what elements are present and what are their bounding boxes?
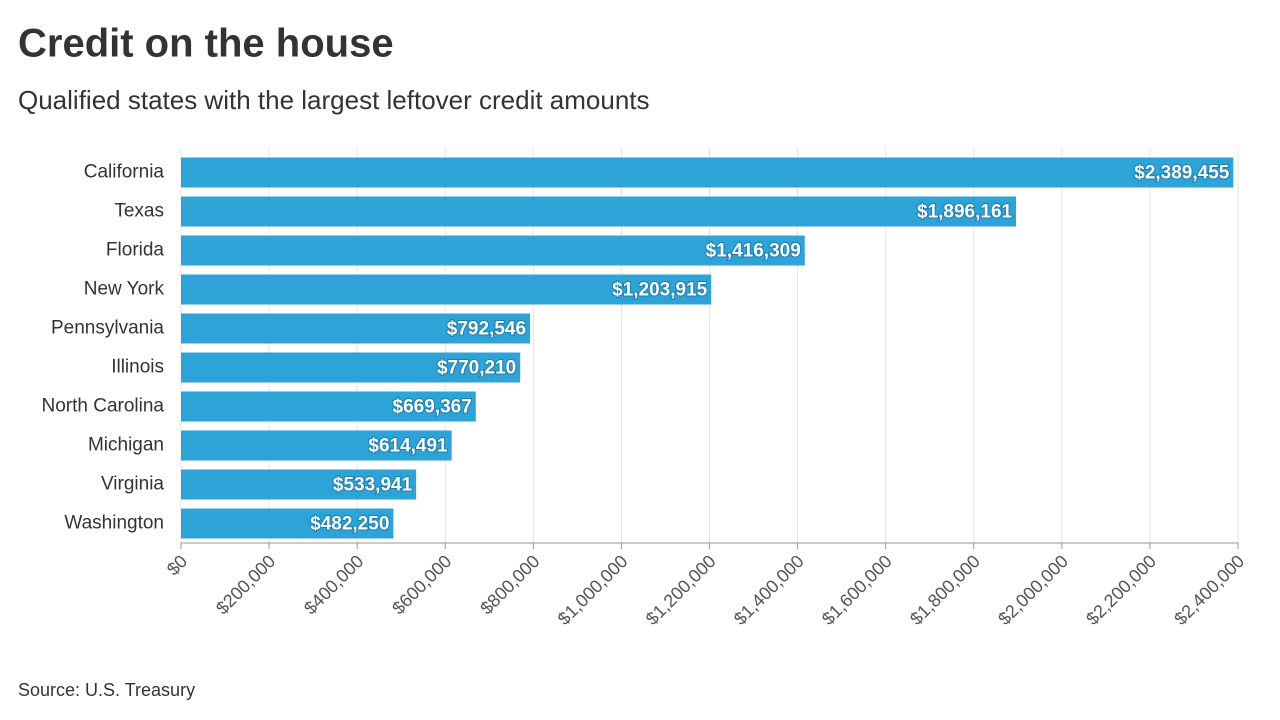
value-label: $1,896,161 — [917, 202, 1013, 223]
value-label: $1,203,915 — [612, 280, 708, 301]
bar — [181, 157, 1234, 188]
y-tick-label: California — [84, 162, 165, 183]
x-tick-label: $1,600,000 — [818, 551, 896, 629]
value-label: $2,389,455 — [1134, 163, 1230, 184]
chart-subtitle: Qualified states with the largest leftov… — [18, 85, 650, 115]
bar — [181, 274, 712, 305]
x-tick-label: $600,000 — [388, 551, 455, 618]
value-label: $669,367 — [393, 397, 472, 418]
bar — [181, 469, 417, 500]
y-tick-label: Virginia — [101, 474, 164, 495]
x-tick-label: $1,200,000 — [642, 551, 720, 629]
x-tick-label: $200,000 — [212, 551, 279, 618]
x-tick-label: $1,800,000 — [906, 551, 984, 629]
x-tick-label: $2,400,000 — [1170, 551, 1248, 629]
value-label: $533,941 — [333, 475, 413, 496]
bar — [181, 313, 531, 344]
bar — [181, 508, 394, 539]
value-label: $770,210 — [437, 358, 516, 379]
y-tick-label: North Carolina — [42, 396, 165, 417]
bar — [181, 235, 805, 266]
bar — [181, 430, 452, 461]
value-label: $792,546 — [447, 319, 526, 340]
chart-title: Credit on the house — [18, 22, 394, 66]
y-tick-label: Michigan — [88, 435, 164, 456]
x-tick-label: $2,200,000 — [1082, 551, 1160, 629]
x-tick-label: $0 — [163, 551, 191, 579]
x-tick-label: $1,400,000 — [730, 551, 808, 629]
value-label: $614,491 — [368, 436, 448, 457]
y-tick-label: Illinois — [111, 357, 164, 378]
x-tick-label: $400,000 — [300, 551, 367, 618]
bar — [181, 391, 476, 422]
y-tick-label: Pennsylvania — [51, 318, 164, 339]
y-tick-label: Florida — [106, 240, 165, 261]
value-label: $1,416,309 — [706, 241, 801, 262]
x-tick-label: $1,000,000 — [554, 551, 632, 629]
x-tick-label: $800,000 — [476, 551, 543, 618]
y-tick-label: Texas — [114, 201, 164, 222]
x-tick-label: $2,000,000 — [994, 551, 1072, 629]
bar — [181, 352, 521, 383]
source-note: Source: U.S. Treasury — [18, 680, 195, 700]
y-tick-label: Washington — [64, 513, 164, 534]
bar — [181, 196, 1017, 227]
value-label: $482,250 — [310, 514, 389, 535]
y-tick-label: New York — [84, 279, 165, 300]
